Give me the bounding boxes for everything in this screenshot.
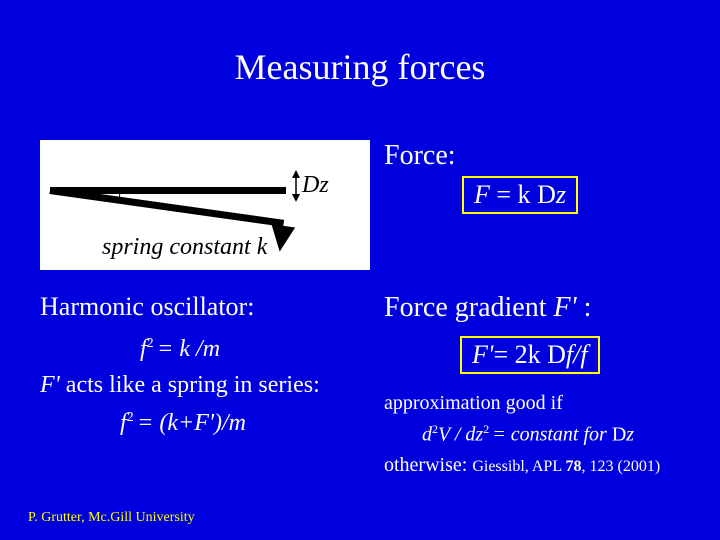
grad-var: F' xyxy=(554,292,577,323)
force-z: z xyxy=(556,180,566,209)
z-var: z xyxy=(319,172,328,198)
slide-title: Measuring forces xyxy=(0,0,720,88)
apx-sup2: 2 xyxy=(483,422,492,436)
ho2-sup: 2 xyxy=(127,410,138,425)
force-F: F xyxy=(474,180,490,209)
harmonic-eq2: f2 = (k+F')/m xyxy=(120,410,246,437)
grad-prefix: Force gradient xyxy=(384,292,554,323)
apx-mid2: = constant for xyxy=(492,424,612,446)
ho-line2-text: acts like a spring in series: xyxy=(60,372,320,398)
grad-delta: D xyxy=(547,340,566,369)
spring-k: k xyxy=(257,234,268,260)
apx-d: d xyxy=(422,424,432,446)
approx-eq: d2V / dz2 = constant for Dz xyxy=(422,422,634,447)
cantilever-diagram: Dz spring constant k xyxy=(40,140,370,270)
ho2-rhs: = (k+F')/m xyxy=(137,410,246,436)
delta-symbol: D xyxy=(302,172,319,198)
approx-line3: otherwise: Giessibl, APL 78, 123 (2001) xyxy=(384,454,660,477)
apx3-cite: Giessibl, APL xyxy=(472,458,565,475)
force-mid: = k xyxy=(490,180,537,209)
ho2-f: f xyxy=(120,410,127,436)
grad-mid: = 2k xyxy=(493,340,547,369)
harmonic-line2: F' acts like a spring in series: xyxy=(40,372,320,399)
spring-text: spring constant xyxy=(102,234,257,260)
delta-z-label: Dz xyxy=(302,172,329,199)
harmonic-heading: Harmonic oscillator: xyxy=(40,292,254,322)
apx-z: z xyxy=(626,424,634,446)
ho-rhs: = k /m xyxy=(157,336,220,362)
apx3-rest: , 123 (2001) xyxy=(582,458,661,475)
apx3-prefix: otherwise: xyxy=(384,454,472,476)
ho-sup: 2 xyxy=(147,336,158,351)
gradient-equation: F'= 2k Df/f xyxy=(460,336,600,374)
grad-F: F' xyxy=(472,340,493,369)
apx-delta: D xyxy=(612,424,626,446)
force-delta: D xyxy=(537,180,556,209)
grad-rhs: f/f xyxy=(566,340,588,369)
grad-suffix: : xyxy=(577,292,592,323)
spring-constant-label: spring constant k xyxy=(102,234,267,261)
apx-mid1: V / dz xyxy=(438,424,483,446)
apx3-vol: 78 xyxy=(566,458,582,475)
force-heading: Force: xyxy=(384,140,456,172)
footer-credit: P. Grutter, Mc.Gill University xyxy=(28,510,195,526)
force-equation: F = k Dz xyxy=(462,176,578,214)
ho-f: f xyxy=(140,336,147,362)
harmonic-eq1: f2 = k /m xyxy=(140,336,220,363)
approx-line1: approximation good if xyxy=(384,392,563,415)
gradient-heading: Force gradient F' : xyxy=(384,292,591,324)
ho-Fprime: F' xyxy=(40,372,60,398)
